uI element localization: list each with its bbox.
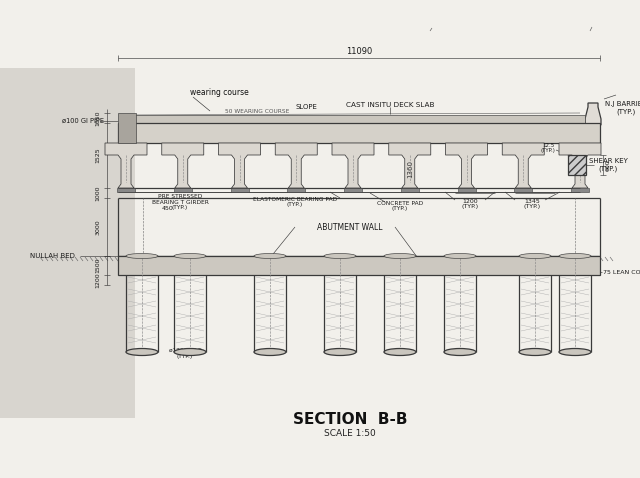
Text: WING WALL
(TYP.): WING WALL (TYP.) <box>153 262 187 273</box>
Text: ABUTMENT WALL: ABUTMENT WALL <box>317 222 383 231</box>
Bar <box>118 256 600 275</box>
Ellipse shape <box>174 253 206 259</box>
Bar <box>230 188 248 192</box>
Bar <box>401 188 419 192</box>
Text: ELASTOMERIC BEARING PAD
(TYP.): ELASTOMERIC BEARING PAD (TYP.) <box>253 196 337 207</box>
Ellipse shape <box>324 348 356 356</box>
Bar <box>117 188 135 192</box>
Text: SHEAR KEY
(TYP.): SHEAR KEY (TYP.) <box>589 158 627 172</box>
Text: NULLAH BED: NULLAH BED <box>29 253 74 259</box>
Text: wearing course: wearing course <box>190 88 249 97</box>
Ellipse shape <box>559 253 591 259</box>
Text: 11090: 11090 <box>346 46 372 55</box>
Text: 600: 600 <box>605 159 611 171</box>
Polygon shape <box>162 143 204 188</box>
Bar <box>458 188 476 192</box>
Text: 1000: 1000 <box>95 185 100 201</box>
Ellipse shape <box>126 348 158 356</box>
Text: ø1200 PILE
(TYP.): ø1200 PILE (TYP.) <box>168 348 202 359</box>
Text: SECTION  B-B: SECTION B-B <box>292 413 407 427</box>
Text: 12.5
(TYP.): 12.5 (TYP.) <box>540 142 555 153</box>
Bar <box>0 68 135 418</box>
Ellipse shape <box>174 348 206 356</box>
Bar <box>515 188 532 192</box>
Text: ø100 GI PIPE: ø100 GI PIPE <box>62 118 104 124</box>
Text: 450: 450 <box>162 206 174 210</box>
Ellipse shape <box>126 253 158 259</box>
Polygon shape <box>585 103 601 125</box>
Bar <box>121 115 585 123</box>
Ellipse shape <box>559 348 591 356</box>
Ellipse shape <box>444 348 476 356</box>
Text: 1200: 1200 <box>95 272 100 288</box>
Text: CAST INSITU DECK SLAB: CAST INSITU DECK SLAB <box>346 102 435 108</box>
Text: SLOPE: SLOPE <box>295 104 317 110</box>
Polygon shape <box>445 143 488 188</box>
Bar <box>173 188 192 192</box>
Ellipse shape <box>384 253 416 259</box>
Polygon shape <box>218 143 260 188</box>
Text: CONCRETE PAD
(TYP.): CONCRETE PAD (TYP.) <box>377 201 423 211</box>
Ellipse shape <box>519 253 551 259</box>
Bar <box>287 188 305 192</box>
Text: 1360: 1360 <box>407 160 413 178</box>
Polygon shape <box>105 143 147 188</box>
Polygon shape <box>275 143 317 188</box>
Ellipse shape <box>519 348 551 356</box>
Ellipse shape <box>324 253 356 259</box>
Polygon shape <box>388 143 431 188</box>
Bar <box>118 123 600 143</box>
Text: 1500: 1500 <box>95 258 100 273</box>
Text: N.J BARRIER
(TYP.): N.J BARRIER (TYP.) <box>605 101 640 115</box>
Bar <box>344 188 362 192</box>
Polygon shape <box>502 143 544 188</box>
Text: 75 LEAN CONC.: 75 LEAN CONC. <box>603 270 640 274</box>
Text: PRE STRESSED
BEARING T GIRDER
(TYP.): PRE STRESSED BEARING T GIRDER (TYP.) <box>152 194 209 210</box>
Text: 1525: 1525 <box>95 148 100 163</box>
Bar <box>571 188 589 192</box>
Text: 1345
(TYP.): 1345 (TYP.) <box>524 198 541 209</box>
Text: Wing Wall: Wing Wall <box>515 266 563 276</box>
Bar <box>568 155 586 175</box>
Text: SCALE 1:50: SCALE 1:50 <box>324 428 376 437</box>
Text: 3000: 3000 <box>95 219 100 235</box>
Text: 50 WEARING COURSE: 50 WEARING COURSE <box>225 109 289 113</box>
Text: 1200
(TYP.): 1200 (TYP.) <box>461 198 479 209</box>
Ellipse shape <box>384 348 416 356</box>
Polygon shape <box>332 143 374 188</box>
Ellipse shape <box>254 253 286 259</box>
Text: 1050: 1050 <box>95 110 100 126</box>
Polygon shape <box>559 143 601 188</box>
Bar <box>118 113 136 143</box>
Ellipse shape <box>444 253 476 259</box>
Ellipse shape <box>254 348 286 356</box>
